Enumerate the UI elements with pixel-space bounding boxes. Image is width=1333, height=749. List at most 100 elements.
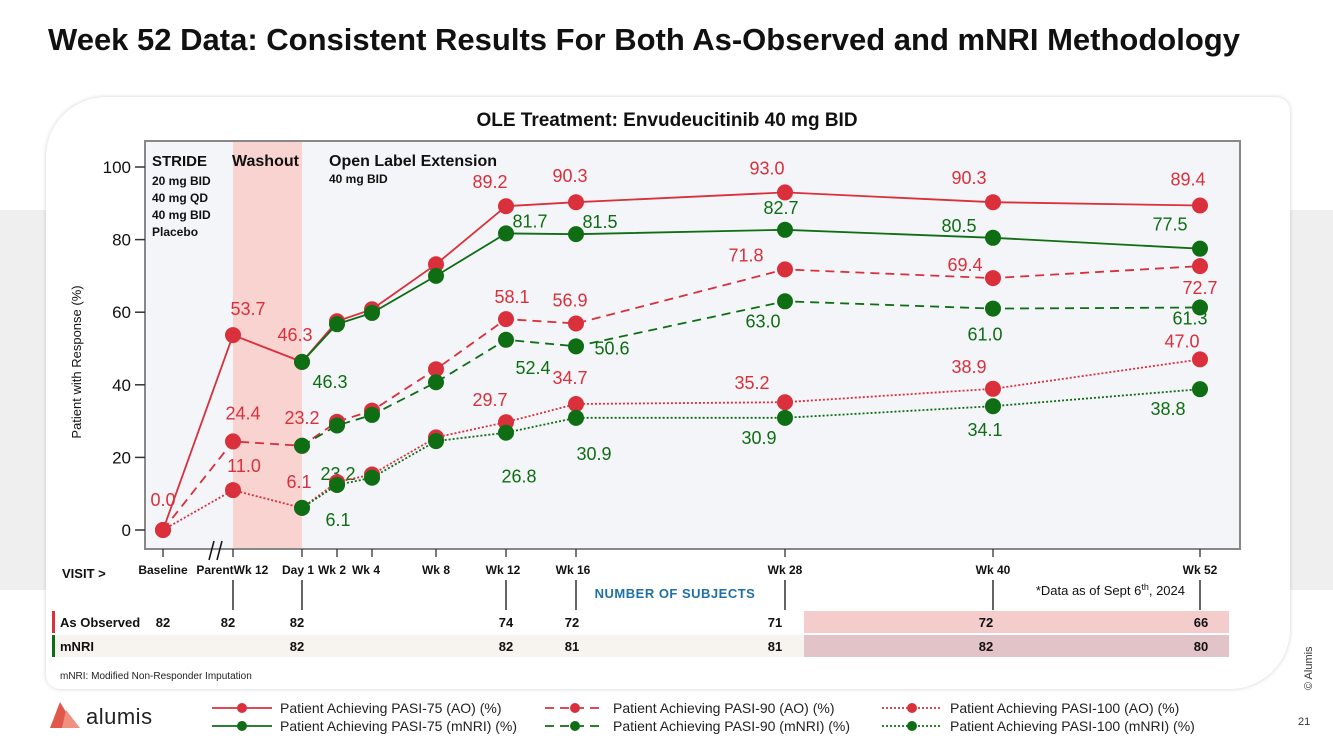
alumis-logo-icon (50, 702, 80, 728)
data-label: 6.1 (286, 472, 311, 492)
data-point (225, 433, 241, 450)
data-label: 23.2 (320, 464, 355, 484)
legend-swatch-marker (570, 703, 580, 713)
stride-dose: 40 mg BID (152, 208, 211, 222)
data-label: 26.8 (501, 467, 536, 487)
data-point (498, 331, 514, 348)
data-label: 58.1 (494, 287, 529, 307)
subject-count: 82 (979, 639, 993, 654)
data-point (428, 433, 444, 450)
data-point (294, 437, 310, 454)
data-point (498, 311, 514, 328)
data-label: 89.4 (1170, 169, 1205, 189)
data-point (985, 398, 1001, 415)
y-tick-label: 60 (112, 303, 131, 322)
legend-swatch-marker (907, 721, 917, 731)
axis-break (208, 540, 215, 561)
y-axis-label: Patient with Response (%) (69, 285, 84, 438)
data-point (568, 194, 584, 211)
page-title: Week 52 Data: Consistent Results For Bot… (48, 22, 1240, 57)
data-point (568, 226, 584, 243)
data-label: 69.4 (947, 255, 982, 275)
row-marker (52, 611, 55, 633)
data-label: 81.7 (512, 211, 547, 231)
data-point (777, 261, 793, 278)
legend-swatch-marker (237, 703, 247, 713)
legend-label: Patient Achieving PASI-75 (AO) (%) (280, 700, 502, 716)
stride-dose: 20 mg BID (152, 174, 211, 188)
page-number: 21 (1298, 716, 1311, 728)
data-point (155, 522, 171, 538)
x-tick-label: Wk 12 (234, 563, 269, 577)
legend-label: Patient Achieving PASI-75 (mNRI) (%) (280, 718, 517, 734)
data-point (294, 353, 310, 370)
data-label: 93.0 (749, 158, 784, 178)
washout-band (233, 142, 302, 548)
data-point (329, 476, 345, 493)
data-point (294, 499, 310, 516)
data-point (1192, 258, 1208, 275)
data-point (428, 374, 444, 391)
data-label: 56.9 (552, 290, 587, 310)
visit-label: VISIT > (62, 566, 106, 581)
subject-count: 82 (290, 639, 304, 654)
data-label: 80.5 (941, 216, 976, 236)
y-tick-label: 80 (112, 231, 131, 250)
data-point (498, 424, 514, 441)
y-tick-label: 0 (122, 521, 131, 540)
subject-count: 80 (1194, 639, 1208, 654)
data-point (777, 184, 793, 201)
row-highlight (804, 635, 1229, 657)
data-point (985, 194, 1001, 211)
logo-text: alumis (86, 704, 153, 729)
legend-label: Patient Achieving PASI-100 (AO) (%) (950, 700, 1179, 716)
data-point (1192, 381, 1208, 398)
data-label: 30.9 (576, 444, 611, 464)
stride-dose: Placebo (152, 225, 198, 239)
data-label: 46.3 (277, 325, 312, 345)
data-point (225, 327, 241, 344)
data-label: 30.9 (741, 428, 776, 448)
data-label: 52.4 (515, 358, 550, 378)
subject-count: 82 (290, 615, 304, 630)
legend-swatch-marker (570, 721, 580, 731)
data-point (498, 225, 514, 242)
subject-count: 72 (565, 615, 579, 630)
data-point (428, 267, 444, 284)
data-point (777, 293, 793, 310)
subject-count: 74 (499, 615, 514, 630)
data-label: 53.7 (230, 299, 265, 319)
subject-count: 81 (565, 639, 579, 654)
data-label: 11.0 (227, 456, 261, 476)
data-note: *Data as of Sept 6th, 2024 (1036, 582, 1185, 598)
subject-count: 66 (1194, 615, 1208, 630)
subject-count: 82 (221, 615, 235, 630)
stride-label: STRIDE (152, 153, 207, 170)
data-point (329, 417, 345, 434)
subject-count: 71 (768, 615, 782, 630)
data-label: 34.7 (552, 368, 587, 388)
data-label: 63.0 (745, 311, 780, 331)
data-point (1192, 299, 1208, 316)
subject-count: 81 (768, 639, 782, 654)
data-point (777, 221, 793, 238)
data-point (329, 316, 345, 333)
data-point (1192, 240, 1208, 257)
x-tick-label: Wk 2 (318, 563, 346, 577)
data-label: 72.7 (1182, 278, 1217, 298)
data-point (428, 256, 444, 273)
row-marker (52, 635, 55, 657)
data-label: 24.4 (225, 403, 260, 423)
data-label: 34.1 (967, 420, 1002, 440)
data-label: 90.3 (951, 168, 986, 188)
data-point (1192, 351, 1208, 368)
x-tick-label: Baseline (138, 563, 188, 577)
data-label: 50.6 (594, 338, 629, 358)
footnote: mNRI: Modified Non-Responder Imputation (60, 671, 252, 682)
x-tick-label: Day 1 (282, 563, 314, 577)
data-label: 35.2 (734, 373, 769, 393)
data-point (568, 396, 584, 413)
data-label: 61.0 (967, 325, 1002, 345)
data-label: 46.3 (312, 372, 347, 392)
